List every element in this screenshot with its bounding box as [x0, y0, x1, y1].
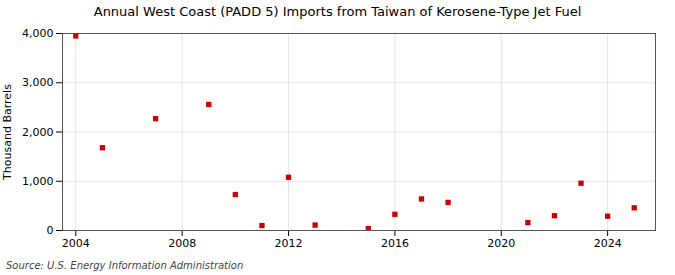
- svg-text:Thousand Barrels: Thousand Barrels: [1, 84, 14, 181]
- svg-text:2012: 2012: [275, 237, 303, 250]
- svg-text:3,000: 3,000: [22, 76, 54, 89]
- svg-text:0: 0: [47, 224, 54, 237]
- html-text:Source: U.S. Energy Informatio: Source: U.S. Energy Information Administ…: [6, 260, 244, 271]
- svg-text:2016: 2016: [381, 237, 409, 250]
- svg-text:2020: 2020: [487, 237, 515, 250]
- svg-text:2008: 2008: [168, 237, 196, 250]
- svg-text:4,000: 4,000: [22, 27, 54, 40]
- svg-text:2024: 2024: [594, 237, 622, 250]
- svg-text:2,000: 2,000: [22, 126, 54, 139]
- html-text:Annual West Coast (PADD 5) Imp: Annual West Coast (PADD 5) Imports from …: [93, 4, 582, 19]
- svg-text:2004: 2004: [62, 237, 90, 250]
- svg-text:1,000: 1,000: [22, 175, 54, 188]
